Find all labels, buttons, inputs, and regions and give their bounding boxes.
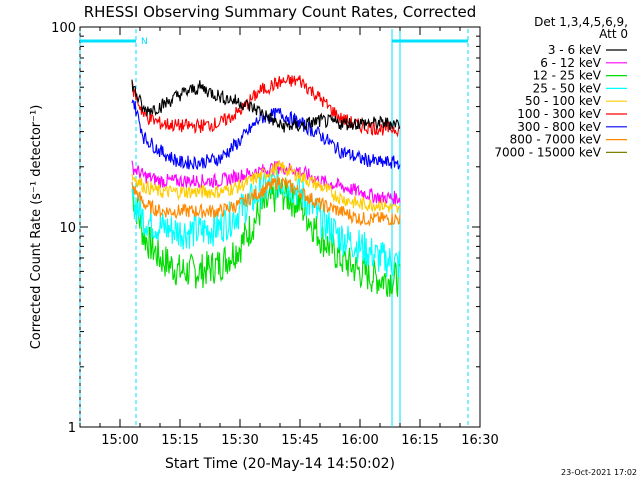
- legend-label: 800 - 7000 keV: [510, 133, 602, 147]
- series-layer: [131, 74, 401, 298]
- y-axis-label: Corrected Count Rate (s⁻¹ detector⁻¹): [29, 105, 44, 350]
- series-line-1: [131, 160, 401, 205]
- legend-label: 25 - 50 keV: [533, 81, 602, 95]
- legend-label: 3 - 6 keV: [548, 43, 602, 57]
- y-tick-label: 1: [68, 421, 76, 436]
- y-tick-label: 10: [59, 221, 76, 236]
- legend-header-line2: Att 0: [599, 27, 628, 41]
- x-tick-label: 16:30: [461, 433, 498, 448]
- legend-label: 50 - 100 keV: [525, 94, 602, 108]
- chart-title: RHESSI Observing Summary Count Rates, Co…: [84, 3, 477, 21]
- series-line-0: [131, 79, 401, 133]
- timestamp: 23-Oct-2021 17:02: [561, 468, 637, 477]
- legend-label: 6 - 12 keV: [540, 56, 602, 70]
- axes: 15:00 15:15 15:30 15:45 16:00 16:15 16:30 1 10 10…: [51, 21, 499, 448]
- series-line-7: [131, 175, 401, 227]
- legend-label: 300 - 800 keV: [517, 120, 601, 134]
- legend-label: 7000 - 15000 keV: [494, 145, 601, 159]
- x-tick-label: 16:15: [401, 433, 438, 448]
- x-tick-label: 15:00: [101, 433, 138, 448]
- x-tick-label: 15:45: [281, 433, 318, 448]
- legend-label: 100 - 300 keV: [517, 107, 601, 121]
- legend-label: 12 - 25 keV: [533, 69, 602, 83]
- series-line-4: [131, 160, 401, 213]
- y-tick-label: 100: [51, 21, 76, 36]
- plot-area: N 15:00 15:15 15:30 15:45 16:00 16:15 16:30 1 10…: [51, 21, 499, 448]
- night-annotations: N: [79, 29, 469, 427]
- series-line-3: [131, 164, 401, 278]
- legend-header-line1: Det 1,3,4,5,6,9,: [534, 15, 628, 29]
- x-tick-label: 15:15: [161, 433, 198, 448]
- x-axis-label: Start Time (20-May-14 14:50:02): [165, 456, 395, 472]
- x-tick-label: 15:30: [221, 433, 258, 448]
- x-tick-label: 16:00: [341, 433, 378, 448]
- night-label: N: [141, 37, 148, 47]
